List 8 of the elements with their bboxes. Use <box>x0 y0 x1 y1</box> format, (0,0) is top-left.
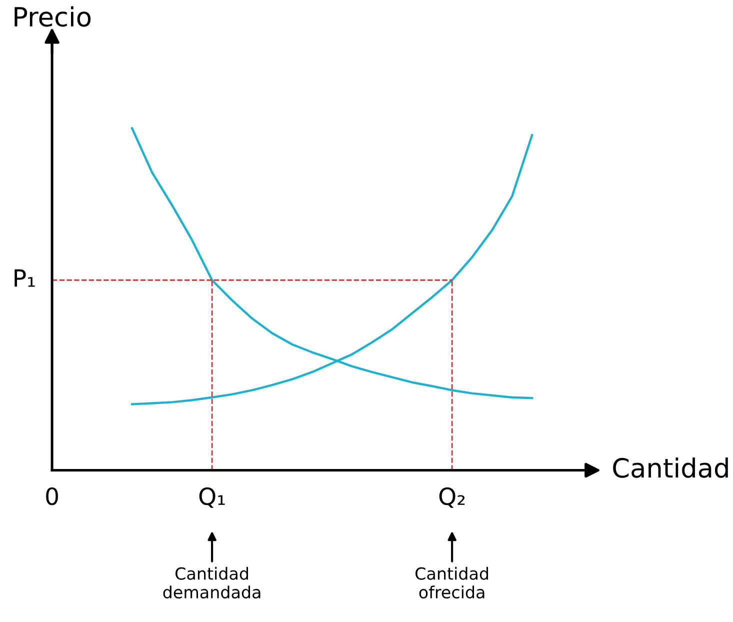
text: Cantidad demandada <box>163 566 260 598</box>
ref-line-label: P₁ <box>14 269 35 287</box>
x-tick-label: 0 <box>46 487 58 506</box>
y-axis-title: Precio <box>14 6 91 27</box>
x-tick-label: Q₁ <box>199 487 225 508</box>
x-axis-title: Cantidad <box>613 457 728 478</box>
text: Cantidad ofrecida <box>416 566 488 598</box>
x-tick-label: Q₂ <box>439 487 465 508</box>
